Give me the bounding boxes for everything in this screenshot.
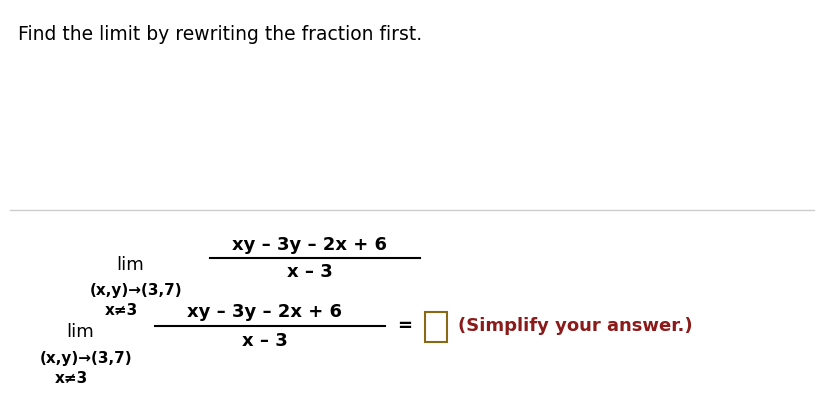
Text: (x,y)→(3,7): (x,y)→(3,7) [90,283,183,297]
Text: x≠3: x≠3 [105,302,138,318]
FancyBboxPatch shape [425,312,447,342]
Text: xy – 3y – 2x + 6: xy – 3y – 2x + 6 [188,303,343,321]
Text: lim: lim [66,323,94,341]
Text: x≠3: x≠3 [55,370,88,386]
Text: =: = [397,317,413,335]
Text: (x,y)→(3,7): (x,y)→(3,7) [40,351,133,365]
Text: x – 3: x – 3 [287,263,333,281]
Text: (Simplify your answer.): (Simplify your answer.) [458,317,693,335]
Text: xy – 3y – 2x + 6: xy – 3y – 2x + 6 [232,236,387,254]
Text: Find the limit by rewriting the fraction first.: Find the limit by rewriting the fraction… [18,25,422,44]
Text: x – 3: x – 3 [242,332,288,350]
Text: lim: lim [116,256,144,274]
